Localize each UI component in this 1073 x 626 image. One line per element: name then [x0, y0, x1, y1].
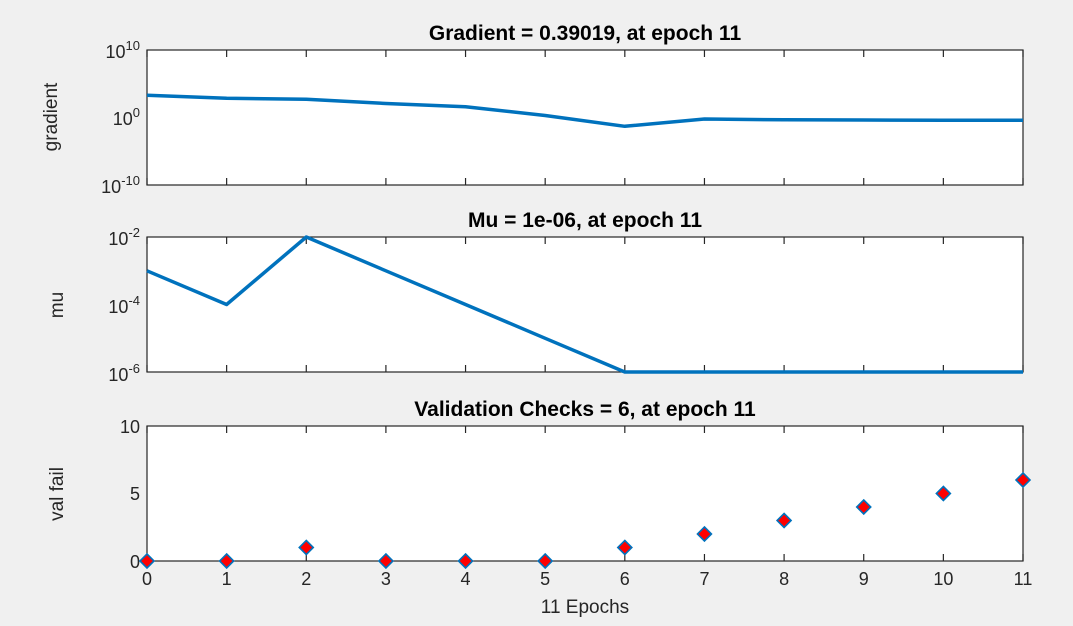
gradient-line [146, 93, 1024, 129]
x-tick-label: 9 [859, 569, 869, 589]
gradient-y-tick-top: 1010 [106, 38, 141, 62]
mu-line [146, 235, 1023, 374]
x-tick-label: 4 [461, 569, 471, 589]
x-tick-label: 8 [779, 569, 789, 589]
x-tick-label: 5 [540, 569, 550, 589]
gradient-y-tick-mid: 100 [113, 105, 140, 129]
validation-y-tick-0: 0 [130, 552, 140, 572]
validation-points [138, 471, 1032, 570]
x-tick-label: 3 [381, 569, 391, 589]
validation-y-tick-5: 5 [130, 484, 140, 504]
val-fail-point [537, 552, 554, 570]
x-tick-label: 7 [699, 569, 709, 589]
x-tick-label: 0 [142, 569, 152, 589]
val-fail-point [377, 552, 395, 570]
val-fail-point [616, 539, 633, 556]
gradient-axes-box [146, 49, 1024, 186]
val-fail-point [138, 552, 156, 570]
val-fail-point [457, 552, 474, 570]
gradient-title: Gradient = 0.39019, at epoch 11 [429, 22, 742, 45]
validation-panel: Validation Checks = 6, at epoch 11 val f… [47, 398, 1032, 618]
mu-title: Mu = 1e-06, at epoch 11 [468, 209, 702, 232]
mu-axes-box [146, 236, 1024, 373]
gradient-y-tick-bottom: 10-10 [101, 173, 140, 197]
x-tick-label: 11 [1014, 569, 1033, 589]
val-fail-point [218, 552, 235, 570]
val-fail-point [775, 512, 793, 529]
val-fail-point [298, 539, 315, 556]
mu-y-tick-mid: 10-4 [108, 293, 140, 317]
x-tick-label: 6 [620, 569, 630, 589]
x-tick-label: 10 [933, 569, 953, 589]
val-fail-point [855, 498, 872, 516]
mu-y-axis-label: mu [47, 292, 68, 318]
mu-panel: Mu = 1e-06, at epoch 11 mu 10-2 10-4 10-… [47, 209, 1024, 385]
validation-axes-box [146, 425, 1024, 562]
x-tick-label: 1 [222, 569, 232, 589]
gradient-y-axis-label: gradient [41, 82, 62, 151]
x-tick-label: 2 [301, 569, 311, 589]
val-fail-point [696, 525, 713, 543]
gradient-panel: Gradient = 0.39019, at epoch 11 gradient… [41, 22, 1024, 197]
val-fail-point [1014, 471, 1032, 489]
x-axis-label: 11 Epochs [541, 597, 629, 618]
validation-x-tick-labels: 0 1 2 3 4 5 6 7 8 9 10 11 [142, 569, 1032, 589]
validation-y-axis-label: val fail [47, 467, 68, 521]
gradient-x-ticks [146, 50, 1024, 185]
validation-title: Validation Checks = 6, at epoch 11 [414, 398, 756, 421]
val-fail-point [935, 485, 952, 502]
mu-y-tick-top: 10-2 [108, 225, 140, 249]
mu-y-tick-bottom: 10-6 [108, 361, 140, 385]
validation-y-tick-10: 10 [120, 417, 140, 437]
